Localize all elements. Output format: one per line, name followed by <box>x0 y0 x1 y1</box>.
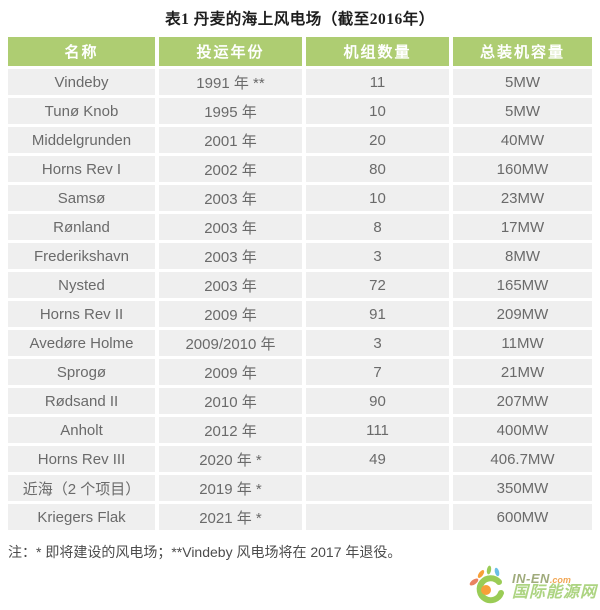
cell-name: Rønland <box>8 214 155 240</box>
cell-capacity: 23MW <box>453 185 592 211</box>
cell-capacity: 40MW <box>453 127 592 153</box>
cell-name: Samsø <box>8 185 155 211</box>
cell-capacity: 8MW <box>453 243 592 269</box>
cell-capacity: 5MW <box>453 69 592 95</box>
cell-units: 91 <box>306 301 449 327</box>
cell-capacity: 207MW <box>453 388 592 414</box>
cell-capacity: 600MW <box>453 504 592 530</box>
table-row: Anholt 2012 年 111 400MW <box>8 417 592 443</box>
table-row: 近海（2 个项目） 2019 年 * 350MW <box>8 475 592 501</box>
cell-units <box>306 475 449 501</box>
watermark-site-name: IN-EN.com <box>511 570 597 586</box>
cell-capacity: 400MW <box>453 417 592 443</box>
watermark-site: IN-EN <box>511 570 550 586</box>
cell-capacity: 350MW <box>453 475 592 501</box>
table-row: Vindeby 1991 年 ** 11 5MW <box>8 69 592 95</box>
cell-name: Vindeby <box>8 69 155 95</box>
watermark-text: IN-EN.com 国际能源网 <box>511 570 597 602</box>
column-header-name: 名称 <box>8 37 155 66</box>
cell-year: 2002 年 <box>159 156 302 182</box>
cell-capacity: 406.7MW <box>453 446 592 472</box>
cell-year: 2021 年 * <box>159 504 302 530</box>
table-row: Kriegers Flak 2021 年 * 600MW <box>8 504 592 530</box>
cell-name: Tunø Knob <box>8 98 155 124</box>
cell-units <box>306 504 449 530</box>
table-row: Samsø 2003 年 10 23MW <box>8 185 592 211</box>
cell-capacity: 160MW <box>453 156 592 182</box>
cell-name: Horns Rev II <box>8 301 155 327</box>
footnote: 注：* 即将建设的风电场；**Vindeby 风电场将在 2017 年退役。 <box>8 544 402 560</box>
cell-year: 1991 年 ** <box>159 69 302 95</box>
cell-year: 1995 年 <box>159 98 302 124</box>
cell-units: 20 <box>306 127 449 153</box>
table-body: Vindeby 1991 年 ** 11 5MW Tunø Knob 1995 年 10 5M… <box>8 69 592 530</box>
cell-year: 2009 年 <box>159 359 302 385</box>
table-row: Frederikshavn 2003 年 3 8MW <box>8 243 592 269</box>
cell-year: 2009 年 <box>159 301 302 327</box>
cell-units: 72 <box>306 272 449 298</box>
cell-year: 2003 年 <box>159 214 302 240</box>
column-header-units: 机组数量 <box>306 37 449 66</box>
cell-capacity: 17MW <box>453 214 592 240</box>
table-row: Tunø Knob 1995 年 10 5MW <box>8 98 592 124</box>
table-row: Avedøre Holme 2009/2010 年 3 11MW <box>8 330 592 356</box>
cell-name: Horns Rev III <box>8 446 155 472</box>
table-row: Horns Rev I 2002 年 80 160MW <box>8 156 592 182</box>
wind-farms-table: 名称 投运年份 机组数量 总装机容量 Vindeby 1991 年 ** 11 5MW… <box>4 34 596 533</box>
cell-units: 10 <box>306 185 449 211</box>
cell-year: 2003 年 <box>159 272 302 298</box>
cell-units: 80 <box>306 156 449 182</box>
cell-units: 11 <box>306 69 449 95</box>
cell-name: Kriegers Flak <box>8 504 155 530</box>
cell-year: 2009/2010 年 <box>159 330 302 356</box>
cell-capacity: 21MW <box>453 359 592 385</box>
cell-year: 2003 年 <box>159 243 302 269</box>
table-row: Horns Rev III 2020 年 * 49 406.7MW <box>8 446 592 472</box>
cell-capacity: 5MW <box>453 98 592 124</box>
cell-name: Rødsand II <box>8 388 155 414</box>
cell-year: 2019 年 * <box>159 475 302 501</box>
table-row: Rønland 2003 年 8 17MW <box>8 214 592 240</box>
cell-year: 2020 年 * <box>159 446 302 472</box>
cell-capacity: 165MW <box>453 272 592 298</box>
table-title: 表1 丹麦的海上风电场（截至2016年） <box>165 11 435 28</box>
cell-capacity: 11MW <box>453 330 592 356</box>
table-row: Sprogø 2009 年 7 21MW <box>8 359 592 385</box>
cell-units: 10 <box>306 98 449 124</box>
watermark-cn-name: 国际能源网 <box>511 584 597 602</box>
cell-name: Middelgrunden <box>8 127 155 153</box>
column-header-capacity: 总装机容量 <box>453 37 592 66</box>
cell-year: 2001 年 <box>159 127 302 153</box>
cell-year: 2003 年 <box>159 185 302 211</box>
cell-units: 8 <box>306 214 449 240</box>
cell-units: 7 <box>306 359 449 385</box>
cell-name: Frederikshavn <box>8 243 155 269</box>
column-header-year: 投运年份 <box>159 37 302 66</box>
cell-capacity: 209MW <box>453 301 592 327</box>
in-en-logo-icon <box>469 565 504 604</box>
cell-units: 90 <box>306 388 449 414</box>
cell-units: 49 <box>306 446 449 472</box>
cell-name: 近海（2 个项目） <box>8 475 155 501</box>
cell-name: Anholt <box>8 417 155 443</box>
cell-units: 3 <box>306 330 449 356</box>
cell-name: Sprogø <box>8 359 155 385</box>
cell-units: 111 <box>306 417 449 443</box>
table-row: Middelgrunden 2001 年 20 40MW <box>8 127 592 153</box>
site-watermark: IN-EN.com 国际能源网 <box>468 565 597 609</box>
cell-name: Avedøre Holme <box>8 330 155 356</box>
table-row: Horns Rev II 2009 年 91 209MW <box>8 301 592 327</box>
cell-year: 2012 年 <box>159 417 302 443</box>
watermark-tld: .com <box>549 574 571 585</box>
table-row: Rødsand II 2010 年 90 207MW <box>8 388 592 414</box>
cell-name: Horns Rev I <box>8 156 155 182</box>
table-row: Nysted 2003 年 72 165MW <box>8 272 592 298</box>
table-header-row: 名称 投运年份 机组数量 总装机容量 <box>8 37 592 66</box>
cell-year: 2010 年 <box>159 388 302 414</box>
cell-units: 3 <box>306 243 449 269</box>
cell-name: Nysted <box>8 272 155 298</box>
